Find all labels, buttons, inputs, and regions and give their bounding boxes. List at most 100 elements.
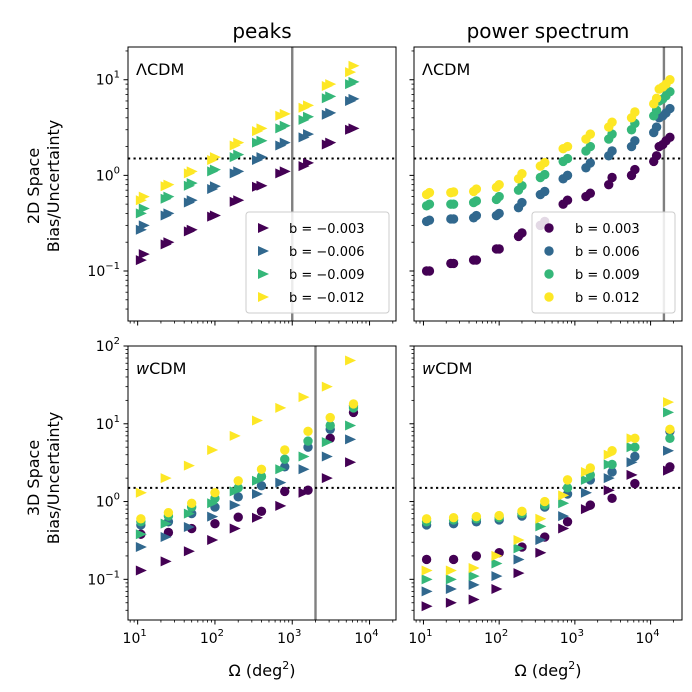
y-tick-label-exp: 2 [114, 336, 120, 347]
data-point [138, 249, 150, 260]
data-point [325, 412, 335, 423]
data-point [448, 199, 459, 209]
x-tick-label: 101 [123, 628, 147, 647]
data-point [540, 157, 550, 168]
data-point [580, 487, 592, 498]
data-point [562, 517, 573, 527]
data-point [160, 473, 172, 484]
x-tick-label: 104 [635, 628, 659, 647]
data-point [663, 465, 675, 476]
data-point [210, 487, 220, 498]
data-point [448, 187, 459, 197]
row-label-3d: 3D Space Bias/Uncertainty [24, 412, 63, 544]
y-tick-label-exp: 1 [114, 414, 120, 425]
data-point [494, 510, 504, 521]
panel-power-spectrum-2d: ΛCDM b = 0.003 b = 0.006 b = 0.009 b = 0.012 [409, 46, 683, 326]
data-point [517, 506, 527, 516]
data-point [280, 445, 290, 455]
data-point [163, 179, 175, 190]
column-title-peaks: peaks [232, 19, 291, 43]
data-point [468, 562, 480, 573]
legend-label: b = 0.009 [575, 268, 640, 283]
data-point [445, 565, 457, 576]
panel-frame [127, 46, 397, 322]
data-point [445, 584, 457, 595]
legend-marker-icon [544, 269, 554, 279]
data-point [607, 117, 617, 127]
data-point [562, 475, 573, 485]
data-point [348, 60, 360, 71]
data-point [471, 551, 482, 561]
y-tick-label-base: 10 [87, 572, 105, 588]
data-point [345, 355, 357, 366]
data-point [186, 195, 198, 206]
data-point [471, 184, 482, 194]
y-tick-label-exp: 0 [114, 492, 120, 503]
data-point [279, 166, 291, 177]
data-point [345, 457, 357, 468]
data-point [186, 166, 198, 177]
data-point [209, 181, 221, 192]
data-point [491, 550, 503, 561]
data-point [665, 75, 675, 85]
x-tick-label: 102 [200, 628, 224, 647]
data-point [448, 554, 459, 565]
y-tick-label: 100 [96, 165, 120, 184]
x-tick-label-base: 10 [484, 631, 502, 647]
data-point [665, 424, 675, 434]
y-tick-label: 101 [96, 70, 120, 89]
data-point [445, 597, 457, 608]
plot-area [128, 346, 396, 620]
data-point [348, 399, 359, 409]
data-point [325, 107, 337, 118]
data-point [325, 79, 337, 90]
data-point [421, 586, 433, 597]
data-point [607, 493, 617, 504]
data-point [663, 397, 675, 408]
data-point [626, 457, 638, 468]
data-point [630, 451, 640, 462]
data-point [626, 442, 638, 453]
y-tick-label-base: 10 [96, 73, 114, 89]
data-point [494, 208, 504, 219]
panel-model-label-italic: w [422, 359, 436, 378]
data-point [207, 535, 219, 546]
data-point [186, 224, 198, 235]
x-tick-label-exp: 1 [426, 628, 432, 639]
data-point [651, 151, 662, 161]
data-point [424, 199, 435, 209]
data-point [207, 445, 219, 456]
data-point [163, 208, 175, 219]
data-point [163, 191, 175, 202]
y-tick-label-exp: −1 [105, 261, 120, 272]
row-label-2d: 2D Space Bias/Uncertainty [24, 120, 63, 252]
data-point [558, 490, 570, 501]
data-point [229, 486, 241, 497]
data-point [421, 514, 432, 524]
data-point [186, 178, 198, 189]
data-point [562, 153, 573, 164]
data-point [513, 568, 525, 579]
x-tick-label-exp: 4 [372, 628, 378, 639]
data-point [303, 157, 315, 168]
y-tick-label-base: 10 [96, 168, 114, 184]
legend-marker-icon [544, 246, 554, 256]
data-point [535, 535, 547, 546]
y-tick-label-exp: 0 [114, 165, 120, 176]
x-axis-label-right: Ω (deg2) [515, 659, 582, 680]
data-point [535, 513, 547, 524]
x-tick-label-base: 10 [408, 631, 426, 647]
legend-marker-icon [544, 292, 554, 302]
panel-model-label-rest: CDM [435, 359, 472, 378]
data-point [207, 498, 219, 509]
legend-marker-icon [544, 223, 554, 233]
data-point [233, 137, 245, 148]
legend-frame [245, 211, 390, 314]
y-tick-label-base: 10 [87, 264, 105, 280]
data-point [562, 195, 573, 205]
legend-marker-icon [258, 269, 269, 279]
row-label-2d-line1: 2D Space [24, 148, 43, 224]
data-point [651, 122, 662, 132]
